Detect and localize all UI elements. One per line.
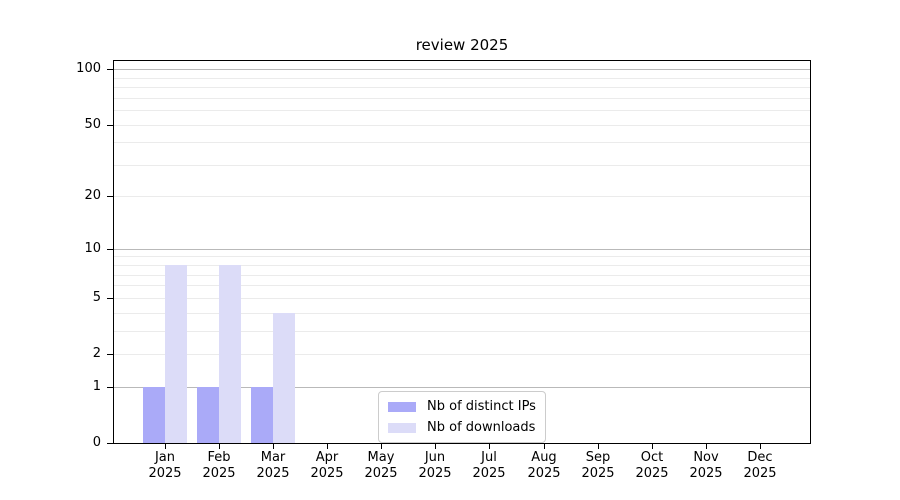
x-tick-month: Nov — [693, 450, 719, 465]
y-tick-mark — [107, 196, 113, 197]
grid-line-minor — [114, 87, 810, 88]
y-tick-label: 1 — [92, 379, 101, 394]
x-tick-mark — [706, 444, 707, 449]
y-tick-label: 50 — [84, 117, 101, 132]
x-tick-year: 2025 — [743, 466, 777, 481]
y-tick-label: 5 — [92, 290, 101, 305]
grid-line-minor — [114, 98, 810, 99]
x-tick-year: 2025 — [364, 466, 398, 481]
x-tick-label: Dec 2025 — [732, 450, 788, 482]
x-tick-year: 2025 — [418, 466, 452, 481]
x-tick-year: 2025 — [581, 466, 615, 481]
grid-line-minor — [114, 331, 810, 332]
y-tick-mark — [107, 69, 113, 70]
x-tick-month: Aug — [531, 450, 557, 465]
x-tick-label: Mar 2025 — [245, 450, 301, 482]
grid-line-minor — [114, 196, 810, 197]
grid-line-minor — [114, 256, 810, 257]
grid-line-minor — [114, 125, 810, 126]
x-tick-year: 2025 — [202, 466, 236, 481]
x-tick-label: Sep 2025 — [570, 450, 626, 482]
x-tick-label: Jun 2025 — [407, 450, 463, 482]
y-tick-mark — [107, 387, 113, 388]
x-tick-year: 2025 — [472, 466, 506, 481]
x-tick-month: Sep — [585, 450, 611, 465]
x-tick-year: 2025 — [148, 466, 182, 481]
x-tick-year: 2025 — [256, 466, 290, 481]
x-tick-month: Oct — [640, 450, 664, 465]
legend-swatch-distinct-ips — [388, 401, 416, 412]
x-tick-mark — [327, 444, 328, 449]
grid-line-major — [114, 387, 810, 388]
y-tick-mark — [107, 354, 113, 355]
plot-area — [113, 60, 811, 444]
legend: Nb of distinct IPs Nb of downloads — [378, 391, 546, 443]
x-tick-month: Mar — [260, 450, 286, 465]
bar-distinct-ips — [143, 387, 165, 443]
grid-line-minor — [114, 265, 810, 266]
legend-swatch-downloads — [388, 422, 416, 433]
legend-label: Nb of downloads — [427, 420, 536, 435]
x-tick-mark — [544, 444, 545, 449]
x-tick-label: Jan 2025 — [137, 450, 193, 482]
x-tick-month: Feb — [207, 450, 231, 465]
x-tick-mark — [381, 444, 382, 449]
grid-line-minor — [114, 313, 810, 314]
x-tick-mark — [165, 444, 166, 449]
y-tick-label: 20 — [84, 188, 101, 203]
x-tick-label: Jul 2025 — [461, 450, 517, 482]
legend-label: Nb of distinct IPs — [427, 399, 536, 414]
x-tick-mark — [219, 444, 220, 449]
x-tick-label: May 2025 — [353, 450, 409, 482]
x-tick-month: Apr — [315, 450, 339, 465]
x-tick-label: Nov 2025 — [678, 450, 734, 482]
grid-line-minor — [114, 110, 810, 111]
x-tick-month: Dec — [747, 450, 773, 465]
y-tick-mark — [107, 443, 113, 444]
y-tick-mark — [107, 298, 113, 299]
y-tick-mark — [107, 125, 113, 126]
legend-entry: Nb of distinct IPs — [388, 398, 536, 415]
x-tick-year: 2025 — [527, 466, 561, 481]
y-tick-label: 0 — [92, 435, 101, 450]
bar-distinct-ips — [197, 387, 219, 443]
bar-distinct-ips — [251, 387, 273, 443]
x-tick-mark — [652, 444, 653, 449]
legend-entry: Nb of downloads — [388, 419, 536, 436]
x-tick-month: Jan — [154, 450, 176, 465]
grid-line-major — [114, 69, 810, 70]
x-tick-label: Feb 2025 — [191, 450, 247, 482]
chart-title: review 2025 — [415, 36, 509, 54]
grid-line-minor — [114, 354, 810, 355]
y-tick-label: 2 — [92, 346, 101, 361]
x-tick-month: May — [367, 450, 395, 465]
x-tick-mark — [760, 444, 761, 449]
x-tick-label: Aug 2025 — [516, 450, 572, 482]
x-tick-year: 2025 — [635, 466, 669, 481]
x-tick-label: Apr 2025 — [299, 450, 355, 482]
grid-line-major — [114, 249, 810, 250]
y-tick-label: 10 — [84, 241, 101, 256]
y-tick-label: 100 — [76, 61, 101, 76]
x-tick-year: 2025 — [689, 466, 723, 481]
bar-downloads — [165, 265, 187, 443]
x-tick-label: Oct 2025 — [624, 450, 680, 482]
grid-line-minor — [114, 165, 810, 166]
x-tick-month: Jun — [424, 450, 446, 465]
grid-line-minor — [114, 275, 810, 276]
grid-line-minor — [114, 142, 810, 143]
x-tick-mark — [598, 444, 599, 449]
x-tick-mark — [489, 444, 490, 449]
bar-downloads — [273, 313, 295, 443]
grid-line-minor — [114, 285, 810, 286]
x-tick-mark — [273, 444, 274, 449]
x-tick-year: 2025 — [310, 466, 344, 481]
y-tick-mark — [107, 249, 113, 250]
x-tick-mark — [435, 444, 436, 449]
x-tick-month: Jul — [481, 450, 497, 465]
grid-line-minor — [114, 78, 810, 79]
grid-line-minor — [114, 298, 810, 299]
bar-downloads — [219, 265, 241, 443]
